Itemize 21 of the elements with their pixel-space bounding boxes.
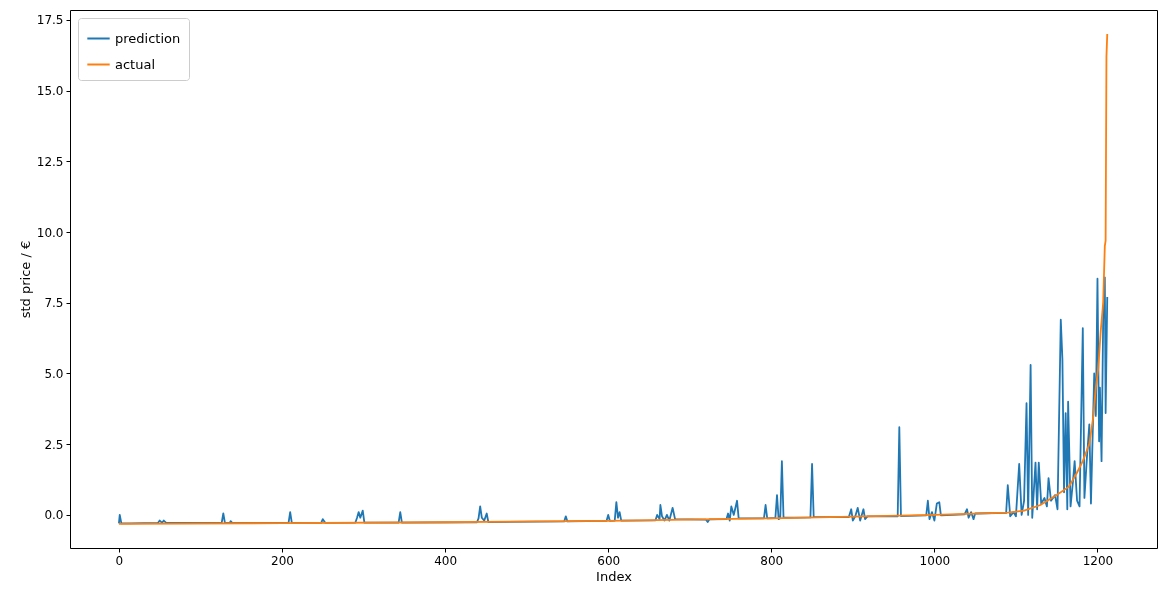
x-tick-label: 0 — [115, 553, 124, 568]
legend-label: actual — [115, 56, 156, 72]
legend-label: prediction — [115, 30, 181, 46]
y-tick-label: 17.5 — [36, 13, 64, 28]
x-tick-label: 600 — [597, 553, 621, 568]
y-tick-label: 7.5 — [44, 296, 64, 311]
x-tick-label: 200 — [271, 553, 294, 568]
x-tick-label: 400 — [434, 553, 458, 568]
y-tick-label: 10.0 — [36, 225, 64, 240]
y-tick-label: 15.0 — [36, 84, 64, 99]
y-tick-label: 5.0 — [44, 366, 64, 381]
x-tick-label: 800 — [760, 553, 784, 568]
y-tick-label: 2.5 — [44, 437, 64, 452]
x-tick-label: 1200 — [1082, 553, 1114, 568]
y-tick-label: 12.5 — [36, 154, 64, 169]
y-axis-title: std price / € — [17, 240, 33, 319]
x-tick-label: 1000 — [919, 553, 951, 568]
x-axis-title: Index — [596, 568, 633, 584]
y-tick-label: 0.0 — [44, 508, 64, 523]
line-series — [118, 33, 1109, 525]
line-series — [118, 276, 1109, 525]
